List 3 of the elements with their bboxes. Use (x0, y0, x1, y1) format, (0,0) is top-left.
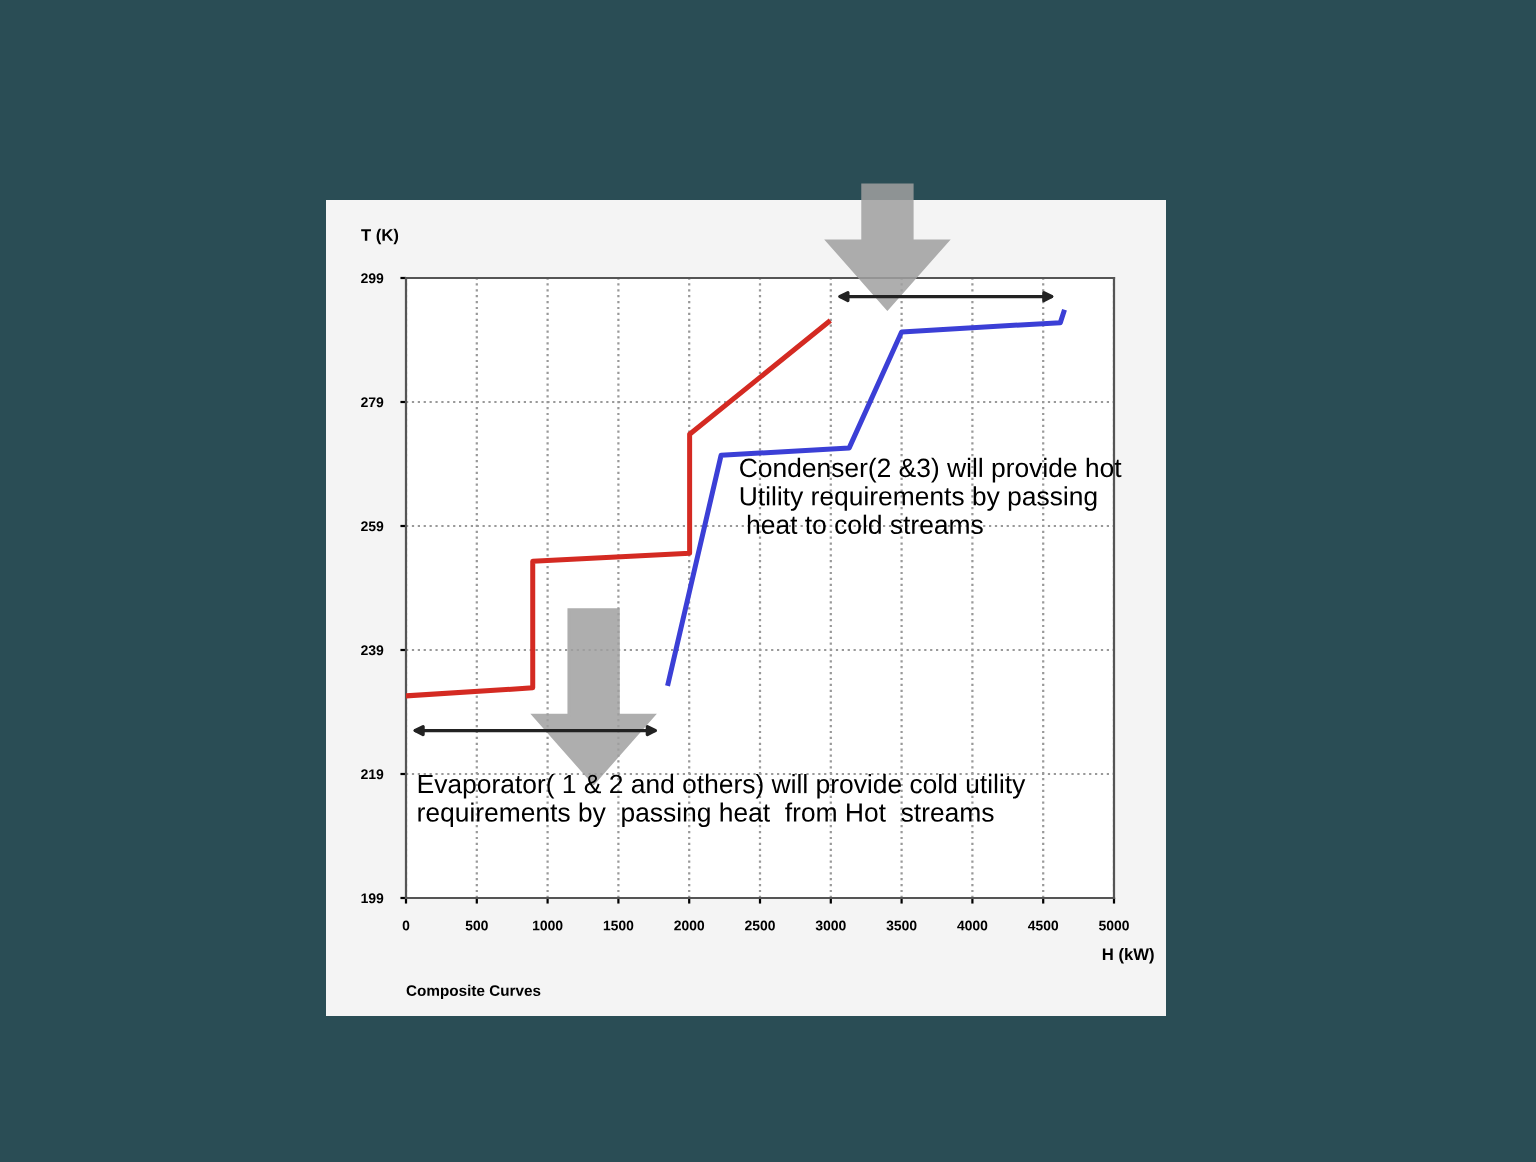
x-axis-title: H (kW) (1102, 947, 1154, 964)
y-axis-title: T (K) (361, 228, 399, 245)
annotation: Evaporator( 1 & 2 and others) will provide cold utility requirements by passing heat from Hot streams (418, 774, 1026, 828)
